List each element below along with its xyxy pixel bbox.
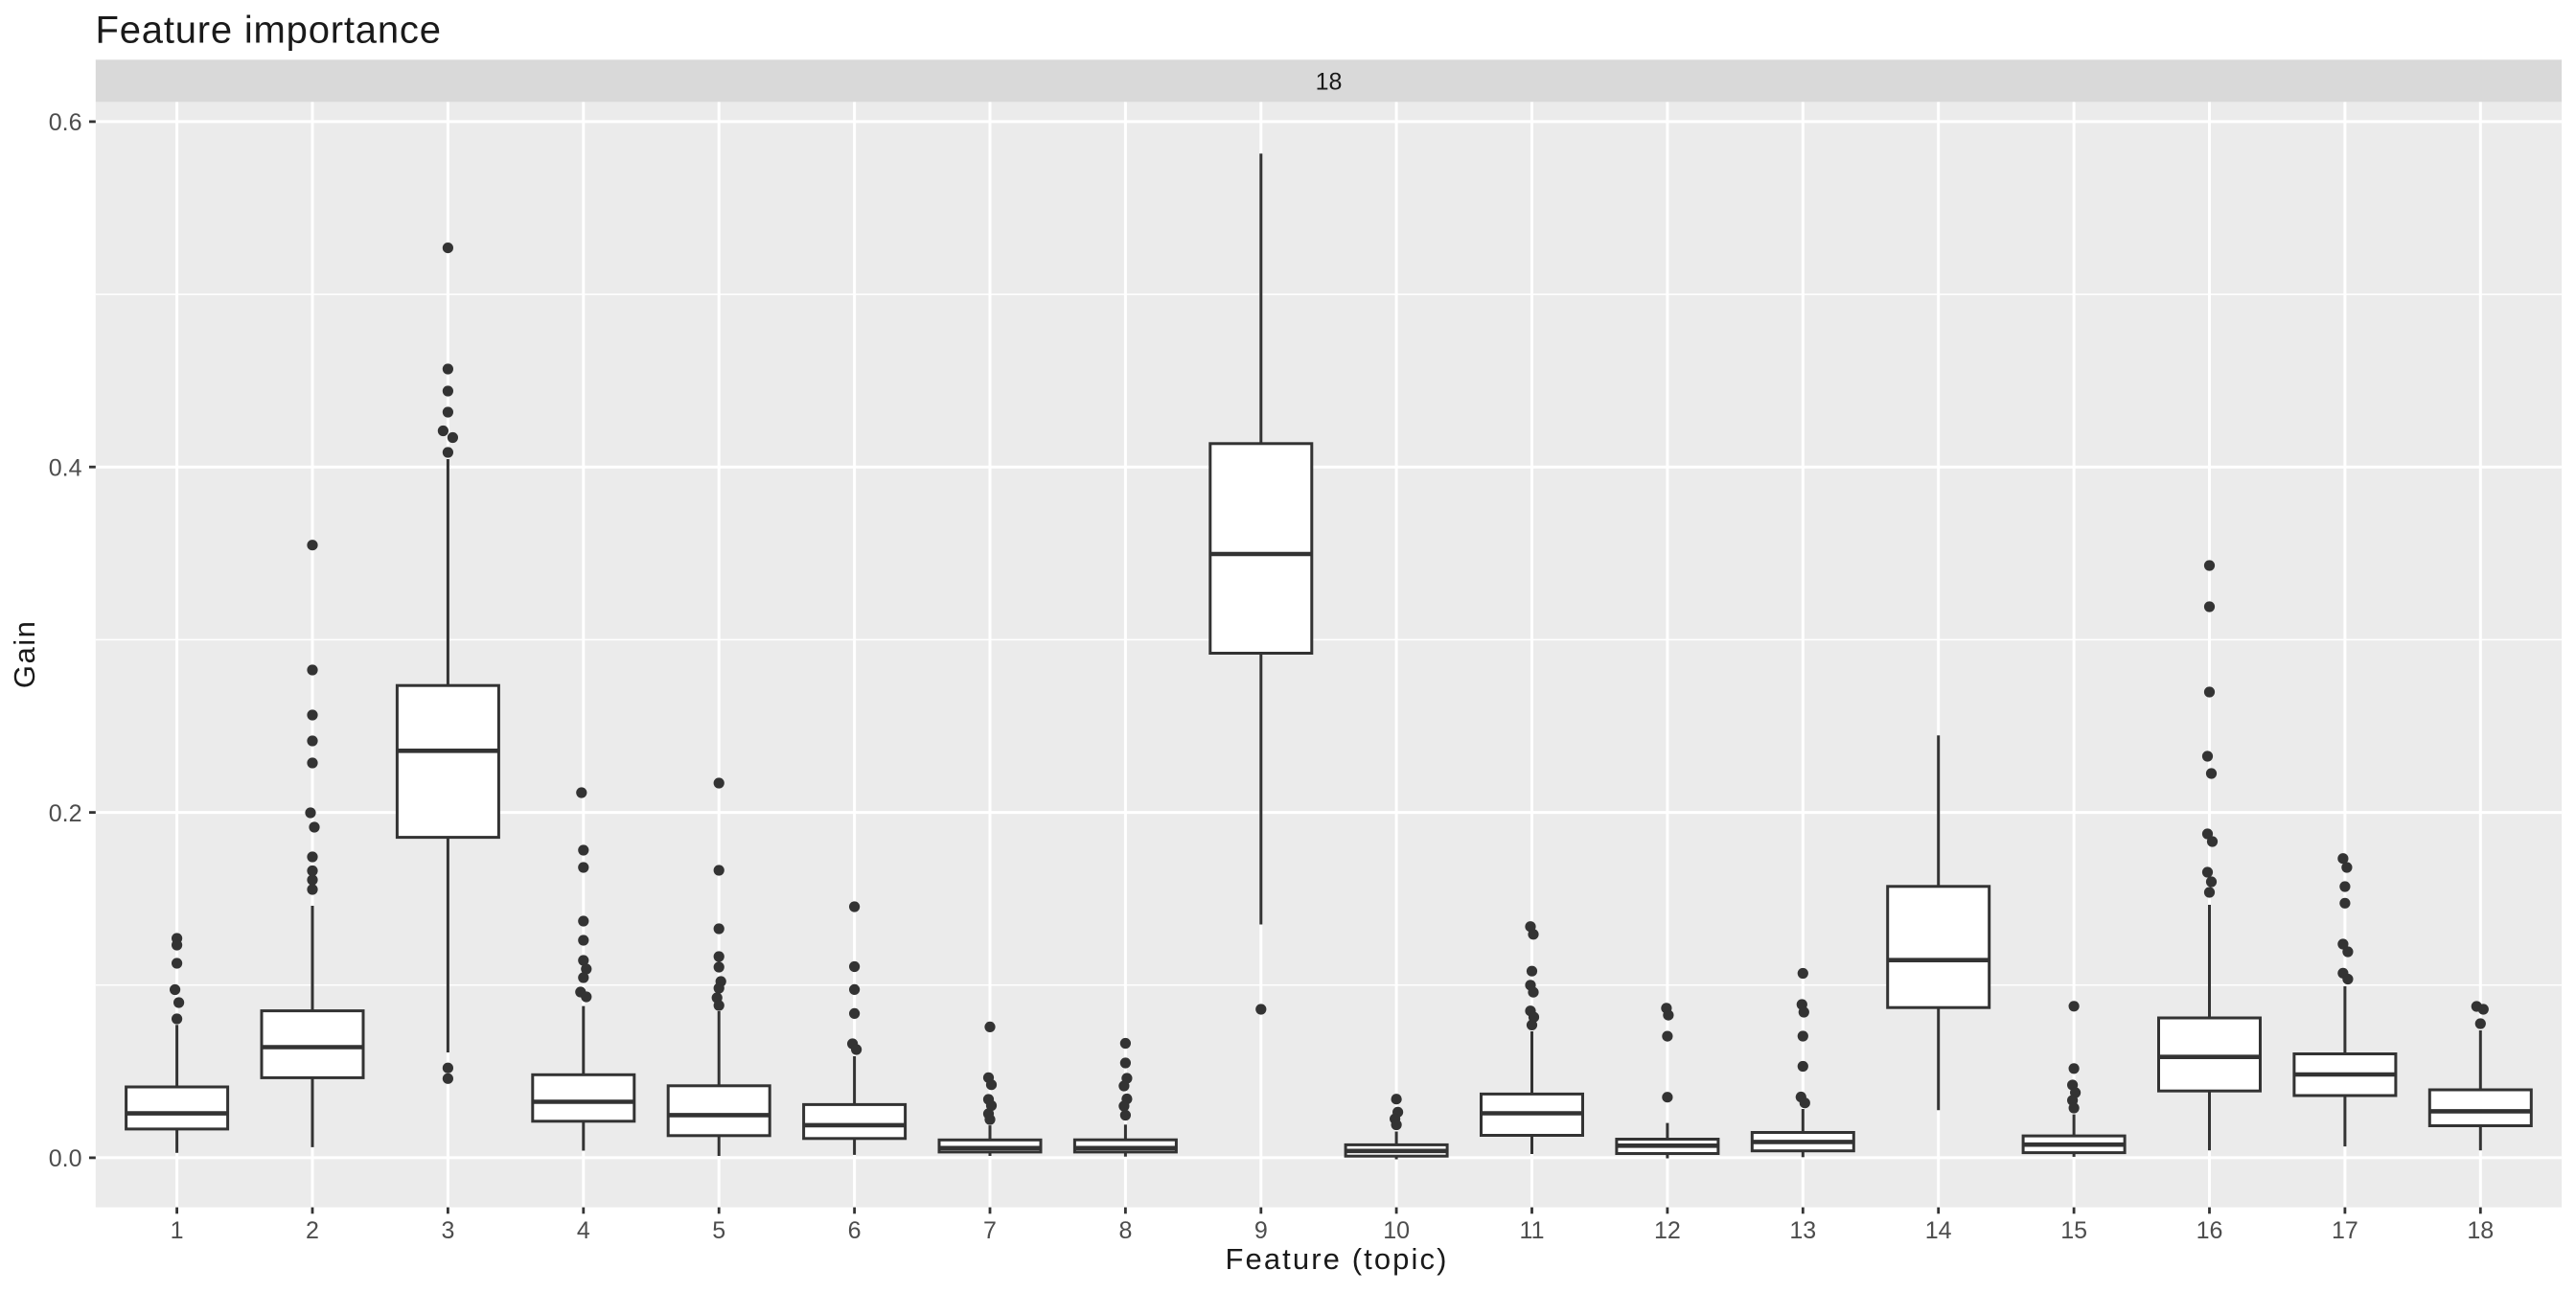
svg-text:12: 12 [1654,1217,1681,1244]
svg-text:Gain: Gain [8,620,41,688]
svg-text:9: 9 [1254,1217,1268,1244]
svg-text:0.0: 0.0 [49,1145,82,1172]
svg-text:0.2: 0.2 [49,800,82,827]
svg-text:7: 7 [983,1217,997,1244]
svg-text:Feature (topic): Feature (topic) [1225,1242,1448,1276]
svg-text:17: 17 [2332,1217,2358,1244]
svg-text:18: 18 [2467,1217,2494,1244]
svg-text:0.6: 0.6 [49,109,82,136]
svg-text:10: 10 [1383,1217,1410,1244]
svg-text:8: 8 [1118,1217,1132,1244]
svg-text:13: 13 [1789,1217,1816,1244]
svg-text:3: 3 [441,1217,454,1244]
svg-text:5: 5 [712,1217,725,1244]
svg-text:15: 15 [2060,1217,2087,1244]
svg-text:0.4: 0.4 [49,454,82,481]
svg-text:4: 4 [577,1217,590,1244]
svg-text:11: 11 [1520,1217,1545,1244]
svg-text:2: 2 [306,1217,319,1244]
svg-text:16: 16 [2196,1217,2223,1244]
svg-text:14: 14 [1925,1217,1952,1244]
svg-text:18: 18 [1316,69,1343,96]
svg-text:1: 1 [171,1217,184,1244]
svg-text:6: 6 [848,1217,862,1244]
svg-text:Feature importance: Feature importance [96,9,442,51]
